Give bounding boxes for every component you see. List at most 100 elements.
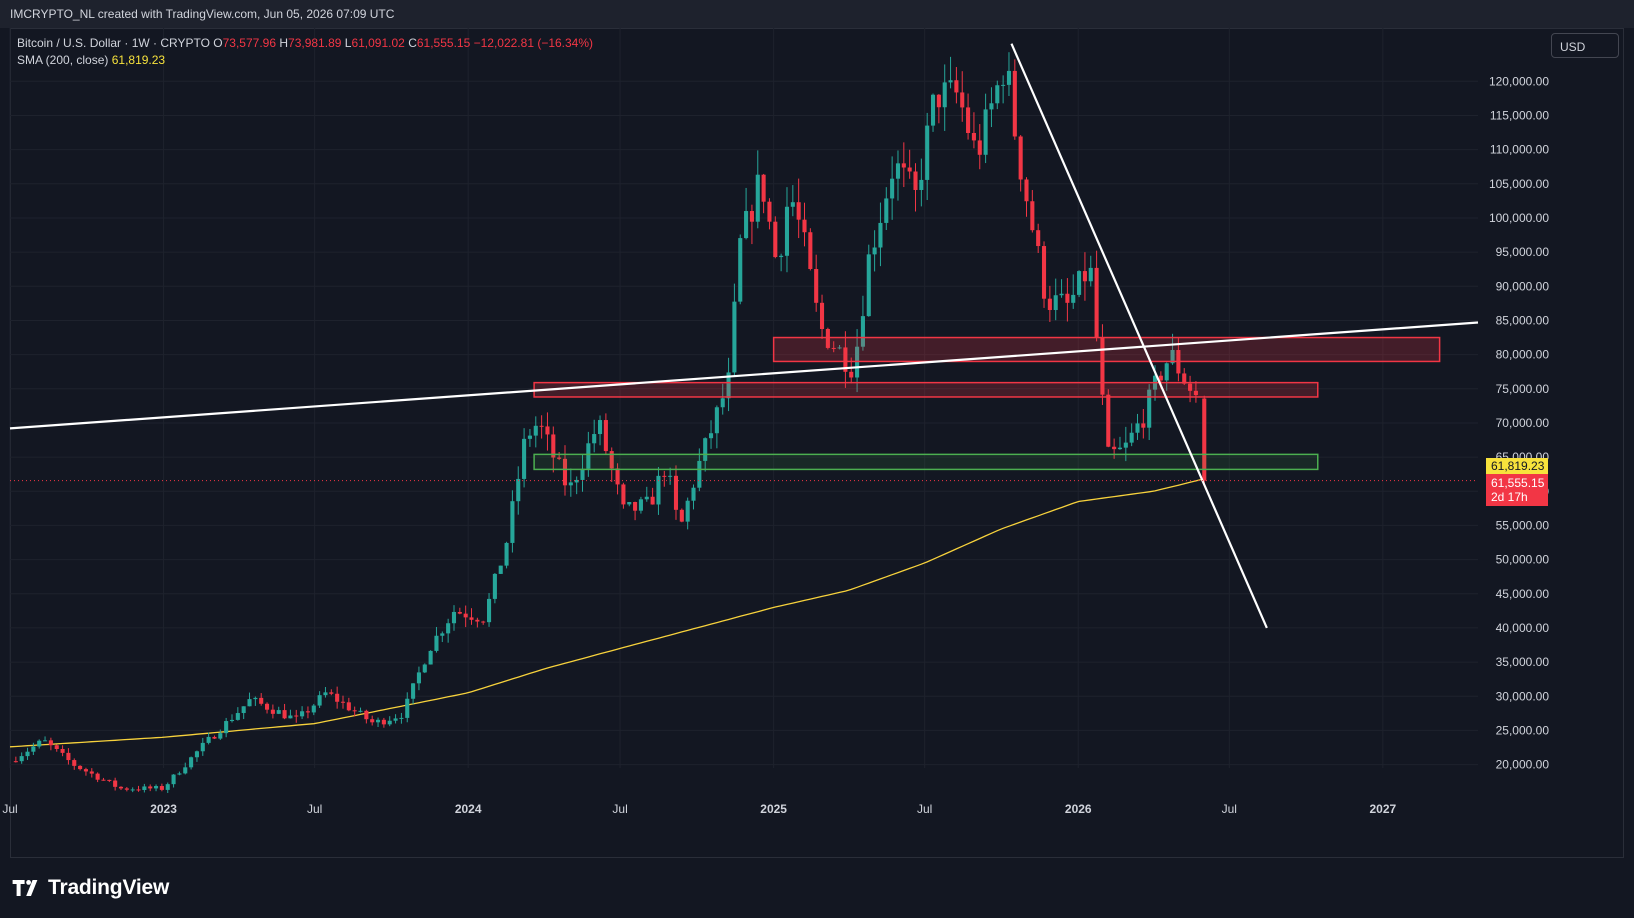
candle-body bbox=[43, 740, 48, 742]
candle-body bbox=[790, 202, 795, 207]
candle-body bbox=[779, 255, 784, 258]
candle-body bbox=[446, 623, 451, 634]
candle-body bbox=[592, 434, 597, 444]
y-tick-label: 40,000.00 bbox=[1496, 621, 1550, 635]
candle-body bbox=[539, 425, 544, 427]
candle-body bbox=[866, 254, 871, 317]
candle-body bbox=[1170, 350, 1175, 364]
candle-body bbox=[486, 598, 492, 623]
candle-body bbox=[895, 163, 901, 179]
candle-body bbox=[218, 733, 223, 739]
candle-body bbox=[679, 509, 684, 522]
candle-body bbox=[1182, 373, 1187, 384]
candle-body bbox=[1036, 230, 1041, 247]
x-axis[interactable]: Jul 2023 Jul 2024 Jul 2025 Jul 2026 Jul 2027 bbox=[2, 802, 1396, 816]
y-tick-label: 50,000.00 bbox=[1496, 553, 1550, 567]
candle-body bbox=[568, 482, 573, 486]
x-tick-label: 2027 bbox=[1370, 802, 1397, 816]
currency-button[interactable]: USD bbox=[1551, 33, 1619, 58]
candle-body bbox=[995, 85, 1000, 104]
candle-body bbox=[124, 788, 129, 790]
candle-body bbox=[1024, 179, 1029, 202]
candle-body bbox=[1100, 337, 1105, 395]
candle-body bbox=[241, 706, 246, 714]
y-tick-label: 20,000.00 bbox=[1496, 758, 1550, 772]
candle-body bbox=[825, 329, 830, 348]
candle-body bbox=[860, 316, 865, 347]
trendline[interactable] bbox=[9, 321, 1479, 430]
candle-body bbox=[580, 468, 585, 480]
candle-body bbox=[1129, 432, 1134, 443]
candle-body bbox=[755, 174, 760, 222]
candle-body bbox=[130, 789, 135, 791]
candle-body bbox=[621, 484, 626, 505]
candle-body bbox=[749, 211, 754, 222]
candle-body bbox=[224, 721, 229, 734]
candle-body bbox=[78, 765, 83, 770]
last-price-label: 61,555.15 2d 17h bbox=[1486, 474, 1548, 506]
candle-body bbox=[212, 736, 217, 739]
y-tick-label: 35,000.00 bbox=[1496, 655, 1550, 669]
candle-body-last bbox=[1202, 398, 1207, 481]
candle-body bbox=[288, 715, 293, 719]
candle-body bbox=[370, 719, 375, 723]
candle-body bbox=[597, 420, 603, 435]
candle-body bbox=[890, 178, 895, 199]
trendline[interactable] bbox=[1010, 43, 1268, 629]
candle-body bbox=[1147, 389, 1152, 428]
candle-body bbox=[416, 672, 421, 684]
tradingview-logo[interactable]: TradingView bbox=[12, 876, 169, 900]
candle-body bbox=[522, 438, 527, 479]
candle-body bbox=[305, 711, 310, 713]
candle-body bbox=[335, 693, 340, 702]
candle-body bbox=[966, 107, 971, 133]
candle-body bbox=[837, 347, 842, 349]
candle-body bbox=[83, 769, 88, 772]
y-tick-label: 100,000.00 bbox=[1489, 211, 1549, 225]
sma-price-label: 61,819.23 bbox=[1486, 458, 1548, 474]
candle-body bbox=[1006, 70, 1012, 85]
y-tick-label: 120,000.00 bbox=[1489, 74, 1549, 88]
candle-body bbox=[843, 347, 848, 372]
candle-body bbox=[732, 301, 737, 373]
support-zone[interactable] bbox=[533, 453, 1319, 471]
candle-body bbox=[919, 179, 924, 190]
candle-body bbox=[31, 746, 36, 752]
resistance-zone[interactable] bbox=[533, 381, 1319, 398]
y-axis[interactable]: 20,000.00 25,000.00 30,000.00 35,000.00 40,0… bbox=[1489, 74, 1549, 771]
candle-body bbox=[1053, 295, 1058, 311]
candle-body bbox=[1088, 267, 1093, 282]
trendlines[interactable] bbox=[9, 43, 1479, 629]
legend-sma-value: 61,819.23 bbox=[111, 53, 166, 67]
candle-body bbox=[247, 699, 252, 707]
candle-body bbox=[481, 621, 486, 623]
candle-body bbox=[451, 611, 457, 624]
candle-body bbox=[399, 717, 404, 719]
x-tick-label: 2024 bbox=[455, 802, 482, 816]
candle-body bbox=[253, 697, 258, 700]
candle-body bbox=[516, 478, 521, 502]
candle-body bbox=[1158, 375, 1163, 381]
candle-body bbox=[13, 761, 18, 763]
candle-body bbox=[878, 222, 883, 248]
x-tick-label: Jul bbox=[612, 802, 627, 816]
candle-body bbox=[685, 500, 690, 522]
candle-body bbox=[609, 451, 614, 469]
candle-body bbox=[1041, 246, 1047, 299]
candle-body bbox=[1001, 84, 1006, 86]
candle-body bbox=[767, 201, 772, 222]
candle-body bbox=[720, 398, 725, 408]
candle-body bbox=[159, 786, 164, 790]
candle-body bbox=[375, 719, 381, 723]
y-tick-label: 80,000.00 bbox=[1496, 348, 1550, 362]
y-tick-label: 110,000.00 bbox=[1490, 143, 1549, 157]
x-tick-label: 2026 bbox=[1065, 802, 1092, 816]
grid bbox=[9, 28, 1478, 768]
legend-low-label: L bbox=[344, 36, 352, 50]
candle-body bbox=[95, 773, 100, 780]
candle-body bbox=[259, 697, 264, 704]
candle-body bbox=[983, 109, 988, 155]
candle-body bbox=[434, 635, 439, 651]
candle-body bbox=[311, 705, 316, 713]
